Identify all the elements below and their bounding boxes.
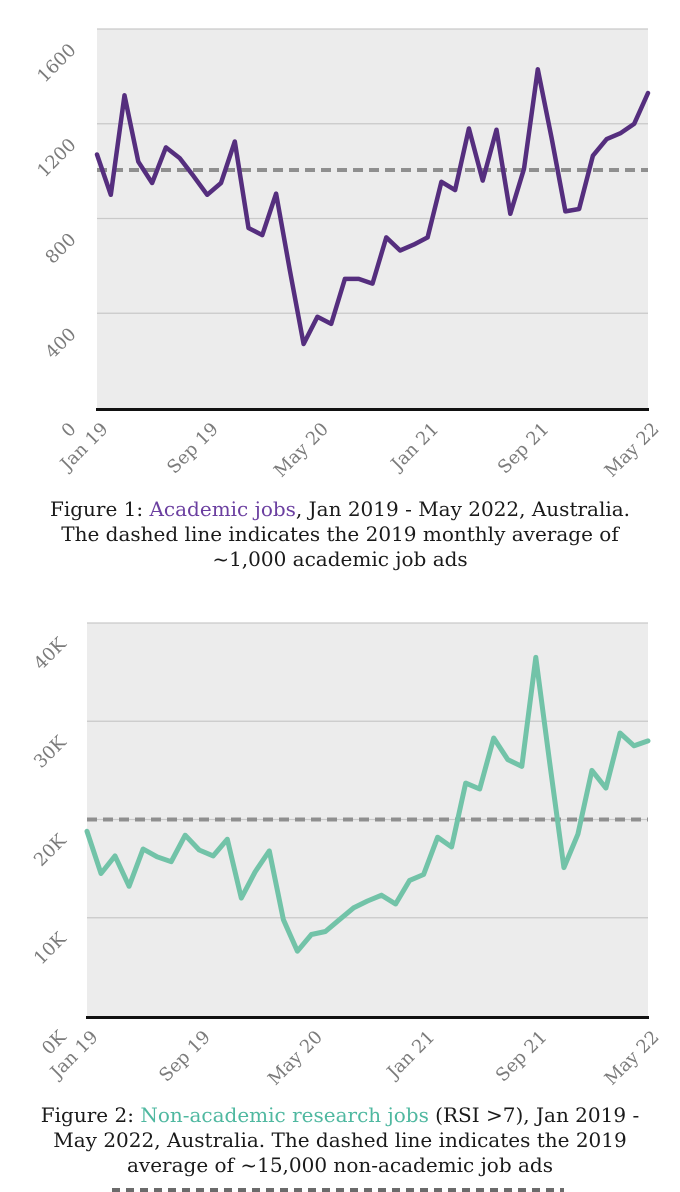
non-academic-research-jobs-line — [84, 654, 651, 954]
figure2-caption-highlight: Non-academic research jobs — [140, 1103, 429, 1127]
non-academic-research-jobs-ytick-label: 20K — [30, 830, 71, 871]
non-academic-research-jobs-xtick-label: Sep 19 — [155, 1027, 214, 1086]
academic-jobs-ytick-label: 800 — [41, 229, 80, 268]
academic-jobs-xtick-label: May 22 — [601, 419, 664, 482]
figure1-caption: Figure 1: Academic jobs, Jan 2019 - May … — [40, 497, 640, 572]
non-academic-research-jobs-ytick-label: 40K — [30, 633, 71, 674]
non-academic-research-jobs-xtick-label: May 22 — [601, 1027, 664, 1090]
non-academic-research-jobs-xtick-label: Jan 21 — [382, 1027, 439, 1084]
cropped-text-row — [112, 1188, 564, 1192]
non-academic-research-jobs-xtick-label: Sep 21 — [492, 1027, 551, 1086]
academic-jobs-xtick-label: Jan 21 — [386, 419, 443, 476]
non-academic-research-jobs-ytick-label: 30K — [30, 732, 71, 773]
figure2-caption: Figure 2: Non-academic research jobs (RS… — [40, 1103, 640, 1178]
non-academic-research-jobs-xtick-label: May 20 — [264, 1027, 327, 1090]
figure2-caption-prefix: Figure 2: — [40, 1103, 141, 1127]
figure2-caption-rest: (RSI >7), Jan 2019 - May 2022, Australia… — [53, 1103, 640, 1177]
academic-jobs-ytick-label: 1200 — [33, 134, 80, 181]
academic-jobs-ytick-label: 400 — [41, 324, 80, 363]
academic-jobs-xtick-label: Sep 21 — [494, 419, 553, 478]
non-academic-research-jobs-ytick-label: 10K — [30, 928, 71, 969]
figure1-caption-rest: , Jan 2019 - May 2022, Australia. The da… — [61, 497, 631, 571]
academic-jobs-ytick-label: 1600 — [33, 40, 80, 87]
figure1-caption-prefix: Figure 1: — [49, 497, 150, 521]
academic-jobs-xtick-label: May 20 — [270, 419, 333, 482]
academic-jobs-line — [94, 67, 651, 347]
academic-jobs-xtick-label: Sep 19 — [163, 419, 222, 478]
figure1-caption-highlight: Academic jobs — [149, 497, 296, 521]
